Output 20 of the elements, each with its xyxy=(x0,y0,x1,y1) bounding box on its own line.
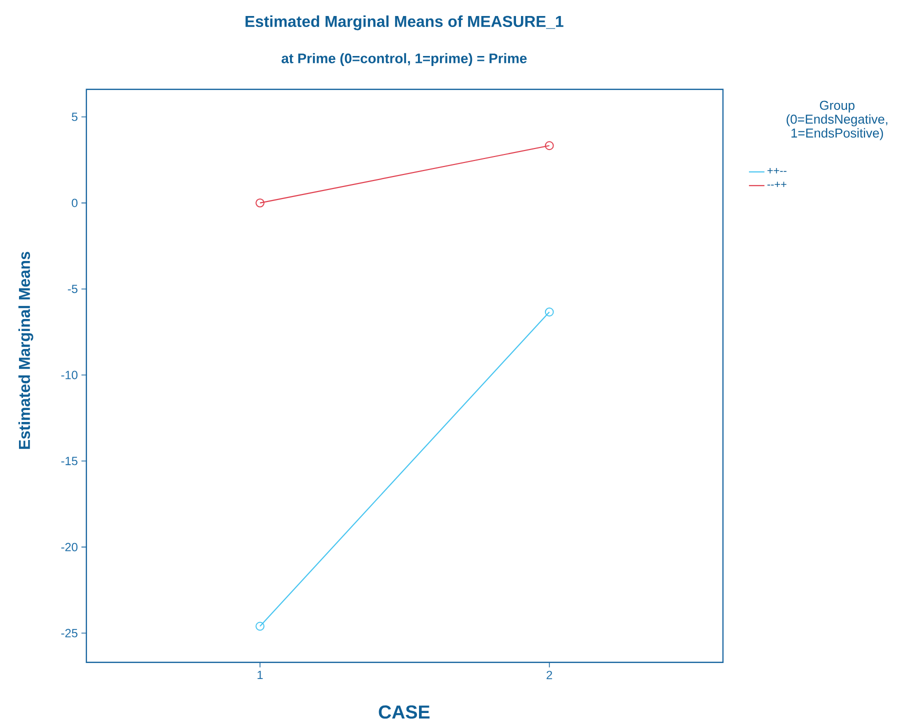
x-axis-title: CASE xyxy=(378,705,430,719)
x-tick-label: 2 xyxy=(546,670,552,680)
y-tick-label: -20 xyxy=(61,542,78,552)
y-tick-label: -15 xyxy=(61,456,78,466)
point xyxy=(256,198,264,208)
point xyxy=(256,622,264,631)
y-tick-label: -5 xyxy=(68,284,78,294)
y-tick-label: 5 xyxy=(72,112,78,122)
point xyxy=(544,308,554,317)
point xyxy=(544,141,554,150)
legend-title: Group (0=EndsNegative, 1=EndsPositive) xyxy=(786,100,888,140)
x-tick-label: 1 xyxy=(258,670,263,680)
legend-label: --++ xyxy=(767,182,786,188)
y-axis-title: Estimated Marginal Means xyxy=(18,252,34,449)
y-tick-label: -25 xyxy=(61,628,78,638)
chart-subtitle: at Prime (0=control, 1=prime) = Prime xyxy=(282,53,527,66)
y-tick-label: -10 xyxy=(61,370,78,380)
legend-label: ++-- xyxy=(767,168,786,174)
chart-title: Estimated Marginal Means of MEASURE_1 xyxy=(246,15,564,30)
y-tick-label: 0 xyxy=(72,198,78,208)
